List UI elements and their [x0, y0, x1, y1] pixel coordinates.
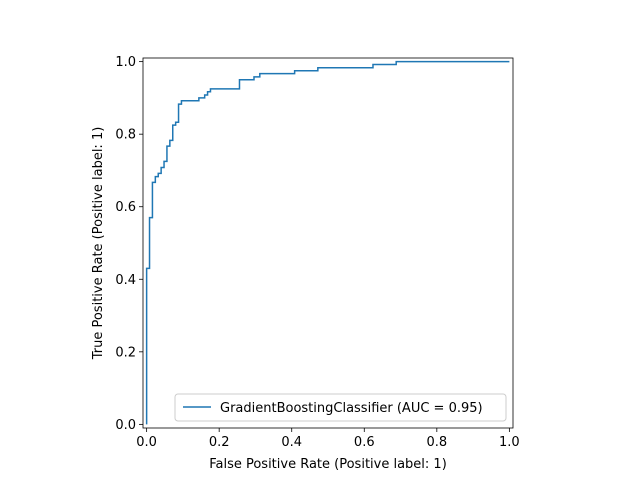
y-tick-label: 0.8: [115, 128, 136, 143]
y-tick-label: 0.2: [115, 345, 136, 360]
y-axis: 0.0 0.2 0.4 0.6 0.8 1.0: [115, 55, 143, 433]
roc-curve-series-0: [145, 60, 510, 425]
y-tick-label: 0.6: [115, 200, 136, 215]
x-tick-label: 0.4: [281, 435, 302, 450]
legend-box: [174, 393, 507, 422]
x-tick-label: 0.2: [209, 435, 230, 450]
y-tick-label: 0.0: [115, 418, 136, 433]
x-axis: 0.0 0.2 0.4 0.6 0.8 1.0: [136, 428, 520, 450]
x-axis-label: False Positive Rate (Positive label: 1): [209, 457, 447, 472]
x-tick-label: 1.0: [499, 435, 520, 450]
legend-label: GradientBoostingClassifier (AUC = 0.95): [220, 401, 483, 416]
plot-area: [145, 60, 510, 425]
x-tick-label: 0.8: [426, 435, 447, 450]
legend: GradientBoostingClassifier (AUC = 0.95): [174, 393, 507, 422]
plot-frame: [142, 57, 514, 429]
y-tick-label: 0.4: [115, 273, 136, 288]
y-axis-label: True Positive Rate (Positive label: 1): [91, 127, 106, 361]
y-tick-label: 1.0: [115, 55, 136, 70]
x-tick-label: 0.6: [354, 435, 375, 450]
x-tick-label: 0.0: [136, 435, 157, 450]
